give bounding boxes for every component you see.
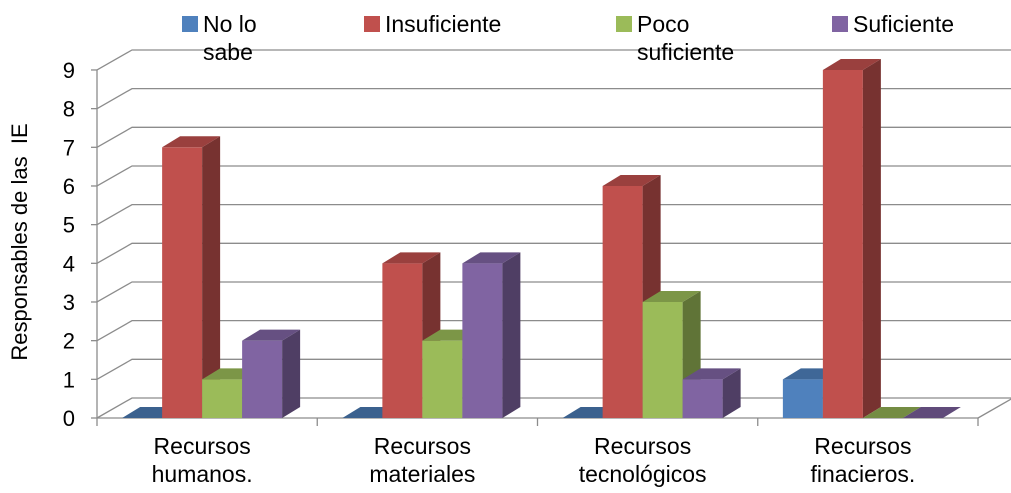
legend-label: Poco suficiente (637, 11, 735, 65)
gridline (96, 126, 1011, 148)
bar-top (642, 290, 701, 302)
bar (682, 379, 723, 418)
legend-swatch (182, 16, 198, 32)
y-tick-label: 2 (63, 329, 75, 354)
bar-top (382, 252, 441, 264)
bar-top (682, 368, 741, 380)
bar-side (502, 252, 521, 418)
bar-side (862, 58, 881, 418)
bar-top (462, 252, 521, 264)
bar (782, 379, 823, 418)
legend-item: Suficiente (832, 10, 954, 38)
x-tick-label: Recursos humanos. (151, 433, 253, 487)
x-tick-label: Recursos tecnológicos (578, 433, 707, 487)
bar (822, 69, 863, 418)
legend-swatch (364, 16, 380, 32)
bar-top (822, 58, 881, 70)
gridline (96, 165, 1011, 187)
gridline (96, 281, 1011, 303)
y-tick-label: 0 (63, 406, 75, 431)
gridline (96, 49, 1011, 71)
gridline (96, 242, 1011, 264)
bar (242, 340, 283, 418)
x-tick-label: Recursos finacieros. (810, 433, 916, 487)
y-tick-label: 5 (63, 213, 75, 238)
bar-side (282, 329, 301, 418)
bar-top (162, 136, 221, 148)
legend-label: Suficiente (853, 11, 955, 37)
bar (642, 301, 683, 418)
y-tick-label: 3 (63, 290, 75, 315)
bar (202, 379, 243, 418)
gridline (96, 203, 1011, 226)
y-tick-label: 4 (63, 251, 75, 276)
legend-item: No lo sabe (182, 10, 257, 66)
bar-top (602, 174, 661, 186)
legend-swatch (616, 16, 632, 32)
gridline (96, 87, 1011, 110)
bar-top (242, 329, 301, 341)
bar (162, 147, 203, 418)
gridline (96, 358, 1011, 380)
legend-swatch (832, 16, 848, 32)
gridline (96, 320, 1011, 342)
legend-label: Insuficiente (385, 11, 502, 37)
bar-side (722, 368, 741, 418)
bar (862, 407, 921, 418)
floor-edge (977, 398, 1011, 419)
y-tick-label: 9 (63, 58, 75, 83)
y-tick-label: 6 (63, 174, 75, 199)
legend-label: No lo sabe (203, 11, 257, 65)
legend-item: Poco suficiente (616, 10, 734, 66)
bar (602, 185, 643, 418)
bar (462, 263, 503, 418)
y-tick-label: 1 (63, 367, 75, 392)
bar (902, 407, 961, 418)
legend-item: Insuficiente (364, 10, 501, 38)
y-tick-label: 7 (63, 135, 75, 160)
x-tick-label: Recursos materiales (369, 433, 476, 487)
y-axis-title-text: Responsables de las IE (7, 123, 32, 361)
bar (382, 263, 423, 418)
bar (422, 340, 463, 418)
bar-side (202, 136, 221, 418)
y-tick-label: 8 (63, 97, 75, 122)
